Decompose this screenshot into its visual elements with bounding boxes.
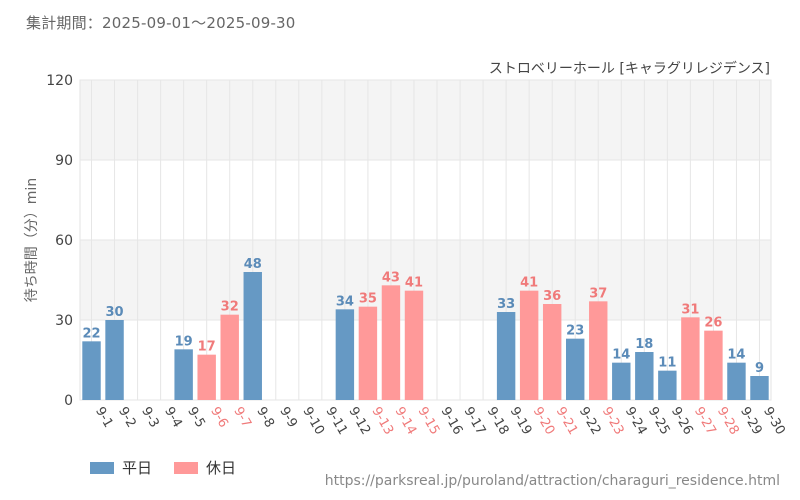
bar	[589, 301, 608, 400]
bar-value-label: 35	[359, 292, 377, 307]
legend-label-holiday: 休日	[206, 459, 237, 477]
y-tick-label: 0	[64, 393, 73, 409]
x-tick-label: 9-22	[576, 405, 604, 438]
bar	[519, 290, 539, 400]
bar-value-label: 14	[612, 348, 630, 363]
bar	[381, 285, 401, 400]
x-tick-label: 9-11	[322, 405, 350, 438]
bar	[635, 352, 654, 400]
bar	[404, 290, 424, 400]
x-tick-label: 9-24	[622, 405, 650, 438]
y-tick-label: 60	[55, 233, 73, 249]
bar	[612, 362, 631, 400]
x-tick-label: 9-21	[553, 405, 581, 438]
bar-value-label: 18	[635, 337, 653, 352]
x-tick-label: 9-19	[507, 405, 535, 438]
legend-swatch-weekday	[90, 461, 114, 474]
bar-value-label: 37	[589, 286, 607, 301]
x-tick-label: 9-1	[92, 405, 116, 431]
y-tick-label: 90	[55, 153, 73, 169]
x-tick-label: 9-28	[714, 405, 742, 438]
x-tick-label: 9-16	[438, 405, 466, 438]
bar-value-label: 19	[175, 334, 193, 349]
bar	[174, 349, 193, 400]
period-label: 集計期間：2025-09-01～2025-09-30	[26, 14, 296, 32]
bar-value-label: 43	[382, 270, 400, 285]
bar	[542, 304, 562, 400]
x-tick-label: 9-29	[737, 405, 765, 438]
legend-swatch-holiday	[174, 461, 199, 474]
x-tick-label: 9-10	[299, 405, 327, 438]
bar-value-label: 26	[704, 316, 722, 331]
plot-band	[80, 240, 771, 320]
y-tick-label: 30	[55, 313, 73, 329]
x-tick-label: 9-12	[345, 405, 373, 438]
legend-label-weekday: 平日	[122, 459, 153, 477]
x-tick-label: 9-5	[184, 405, 208, 431]
bar-value-label: 17	[198, 340, 216, 355]
bar	[681, 317, 700, 400]
bar-value-label: 34	[336, 294, 354, 309]
bar	[658, 370, 677, 400]
legend-item-holiday: 休日	[174, 457, 236, 478]
bar-value-label: 41	[520, 276, 538, 291]
plot-band	[80, 160, 771, 240]
bar-value-label: 23	[566, 324, 584, 339]
bar	[243, 272, 262, 400]
y-tick-label: 120	[46, 73, 73, 89]
x-tick-label: 9-17	[461, 405, 489, 438]
legend-item-weekday: 平日	[90, 457, 152, 478]
bar	[704, 330, 723, 400]
bar-value-label: 9	[755, 361, 764, 376]
x-tick-label: 9-13	[368, 405, 396, 438]
x-tick-label: 9-27	[691, 405, 719, 438]
x-tick-label: 9-25	[645, 405, 673, 438]
bar-value-label: 22	[82, 326, 100, 341]
plot-band	[80, 80, 771, 160]
chart-subtitle: ストロベリーホール [キャラグリレジデンス]	[488, 61, 770, 77]
legend: 平日 休日	[90, 457, 258, 478]
x-tick-label: 9-23	[599, 405, 627, 438]
bar-value-label: 30	[106, 305, 124, 320]
bar	[358, 306, 378, 400]
bar-value-label: 32	[221, 300, 239, 315]
bar	[566, 338, 585, 400]
x-tick-label: 9-30	[760, 405, 788, 438]
x-tick-label: 9-15	[415, 405, 443, 438]
x-tick-label: 9-8	[253, 405, 277, 431]
plot-band	[80, 320, 771, 400]
source-url: https://parksreal.jp/puroland/attraction…	[324, 473, 780, 489]
bar-value-label: 31	[681, 302, 699, 317]
x-tick-label: 9-14	[391, 405, 419, 438]
bar-value-label: 33	[497, 297, 515, 312]
bar-value-label: 41	[405, 276, 423, 291]
bar	[220, 314, 239, 400]
x-tick-label: 9-2	[115, 405, 139, 431]
x-tick-label: 9-4	[161, 405, 185, 431]
bar	[197, 354, 216, 400]
bar	[727, 362, 746, 400]
bar-value-label: 11	[658, 356, 676, 371]
x-tick-label: 9-9	[276, 405, 300, 431]
x-tick-label: 9-26	[668, 405, 696, 438]
bar	[82, 341, 101, 400]
bar	[496, 312, 516, 400]
bar	[750, 376, 769, 400]
bar-value-label: 14	[727, 348, 745, 363]
bar-value-label: 48	[244, 257, 262, 272]
x-tick-label: 9-20	[530, 405, 558, 438]
x-tick-label: 9-3	[138, 405, 162, 431]
x-tick-label: 9-6	[207, 405, 231, 431]
x-tick-label: 9-7	[230, 405, 254, 431]
bar-value-label: 36	[543, 289, 561, 304]
x-tick-label: 9-18	[484, 405, 512, 438]
bar	[335, 309, 355, 400]
y-axis-label: 待ち時間（分）min	[24, 178, 40, 302]
bar	[105, 320, 124, 400]
